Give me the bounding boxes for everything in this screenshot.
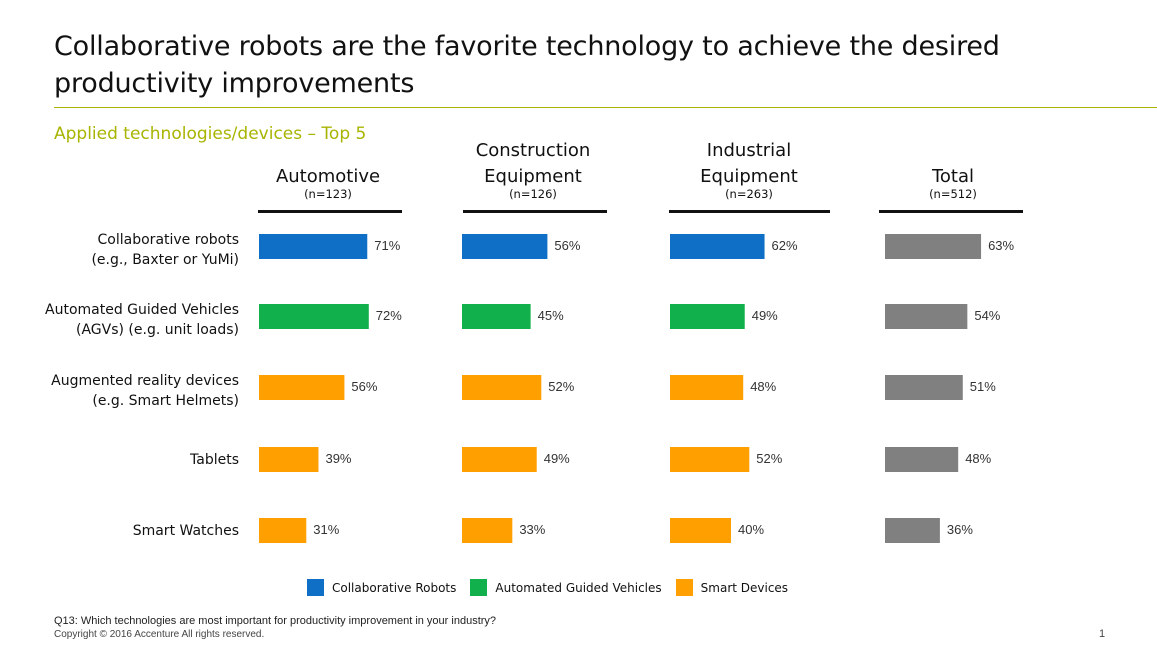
column-sample-size-2: (n=263): [725, 187, 773, 201]
bar-col3-row4: [885, 518, 940, 543]
bar-col0-row0: [259, 234, 368, 259]
column-sample-size-0: (n=123): [304, 187, 352, 201]
value-label-col3-row4: 36%: [947, 522, 973, 537]
value-label-col1-row3: 49%: [544, 451, 570, 466]
value-label-col3-row2: 51%: [970, 379, 996, 394]
column-header-rule-3: [879, 210, 1023, 213]
value-label-col2-row3: 52%: [756, 451, 782, 466]
value-label-col2-row1: 49%: [752, 308, 778, 323]
title-divider: [54, 107, 1157, 108]
value-label-col0-row2: 56%: [351, 379, 377, 394]
bar-col2-row2: [670, 375, 744, 400]
legend-swatch: [307, 579, 324, 596]
bar-col3-row0: [885, 234, 982, 259]
column-header-rule-0: [258, 210, 402, 213]
value-label-col2-row2: 48%: [750, 379, 776, 394]
column-header-1-line-1: Equipment: [484, 166, 582, 187]
value-label-col3-row3: 48%: [965, 451, 991, 466]
legend-item-agv: Automated Guided Vehicles: [470, 579, 662, 596]
bar-col0-row4: [259, 518, 307, 543]
legend-item-smart-devices: Smart Devices: [675, 579, 789, 596]
row-label-3-line-0: Tablets: [189, 452, 239, 468]
bar-col2-row0: [670, 234, 765, 259]
row-label-2-line-1: (e.g. Smart Helmets): [92, 393, 239, 409]
bar-col1-row0: [462, 234, 548, 259]
chart-legend: Collaborative Robots Automated Guided Ve…: [307, 579, 802, 596]
row-label-1-line-0: Automated Guided Vehicles: [45, 302, 239, 318]
column-header-rule-1: [463, 210, 607, 213]
column-header-3-line-0: Total: [931, 166, 974, 187]
row-label-1-line-1: (AGVs) (e.g. unit loads): [76, 322, 239, 338]
bar-col1-row2: [462, 375, 542, 400]
bar-col3-row3: [885, 447, 959, 472]
bar-col0-row3: [259, 447, 319, 472]
value-label-col2-row4: 40%: [738, 522, 764, 537]
bar-col0-row1: [259, 304, 369, 329]
column-header-1-line-0: Construction: [476, 140, 591, 161]
value-label-col1-row2: 52%: [548, 379, 574, 394]
legend-label: Collaborative Robots: [332, 580, 457, 595]
row-label-0-line-0: Collaborative robots: [98, 232, 239, 248]
row-label-0-line-1: (e.g., Baxter or YuMi): [91, 252, 239, 268]
bar-col2-row3: [670, 447, 750, 472]
copyright-notice: Copyright © 2016 Accenture All rights re…: [54, 629, 265, 640]
value-label-col0-row0: 71%: [374, 238, 400, 253]
page-title: Collaborative robots are the favorite te…: [54, 31, 1000, 99]
legend-label: Automated Guided Vehicles: [495, 580, 662, 595]
page-number: 1: [1099, 628, 1106, 640]
survey-question-footnote: Q13: Which technologies are most importa…: [54, 615, 497, 627]
column-header-2-line-1: Equipment: [700, 166, 798, 187]
bar-col2-row4: [670, 518, 731, 543]
legend-swatch: [675, 579, 693, 596]
value-label-col1-row4: 33%: [519, 522, 545, 537]
row-label-4-line-0: Smart Watches: [133, 523, 239, 539]
legend-label: Smart Devices: [700, 580, 789, 595]
bar-col1-row1: [462, 304, 531, 329]
row-label-2-line-0: Augmented reality devices: [51, 373, 239, 389]
value-label-col0-row1: 72%: [376, 308, 402, 323]
value-label-col2-row0: 62%: [772, 238, 798, 253]
column-header-0-line-0: Automotive: [276, 166, 380, 187]
legend-item-collaborative-robots: Collaborative Robots: [307, 579, 456, 596]
column-sample-size-3: (n=512): [929, 187, 977, 201]
bar-col0-row2: [259, 375, 345, 400]
column-sample-size-1: (n=126): [509, 187, 557, 201]
bar-col1-row4: [462, 518, 513, 543]
chart: Automotive(n=123)ConstructionEquipment(n…: [45, 140, 1023, 543]
value-label-col1-row1: 45%: [538, 308, 564, 323]
column-header-rule-2: [669, 210, 830, 213]
value-label-col0-row4: 31%: [313, 522, 339, 537]
column-header-2-line-0: Industrial: [707, 140, 791, 161]
value-label-col3-row0: 63%: [988, 238, 1014, 253]
value-label-col0-row3: 39%: [325, 451, 351, 466]
bar-col2-row1: [670, 304, 745, 329]
chart-subtitle: Applied technologies/devices – Top 5: [54, 124, 367, 144]
bar-col3-row2: [885, 375, 963, 400]
bar-col3-row1: [885, 304, 968, 329]
value-label-col1-row0: 56%: [554, 238, 580, 253]
legend-swatch: [470, 579, 488, 596]
bar-col1-row3: [462, 447, 537, 472]
value-label-col3-row1: 54%: [974, 308, 1000, 323]
